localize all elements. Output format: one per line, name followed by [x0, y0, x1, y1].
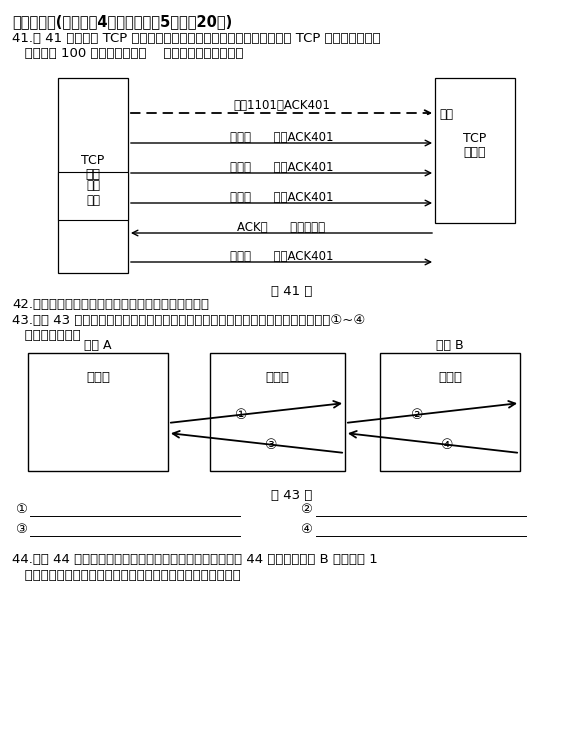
Bar [210, 353, 345, 471]
Text: 44.如题 44 图所示网络，链路旁的数字代表链路的长度。题 44 表为使用算法 B 计算节点 1: 44.如题 44 图所示网络，链路旁的数字代表链路的长度。题 44 表为使用算法… [12, 553, 378, 566]
Text: 数据（      ），ACK401: 数据（ ），ACK401 [230, 191, 333, 204]
Text: 运输层: 运输层 [266, 371, 290, 384]
Text: 系统 B: 系统 B [436, 339, 464, 352]
Text: 丢失: 丢失 [439, 109, 453, 122]
Text: 数据（      ），ACK401: 数据（ ），ACK401 [230, 131, 333, 144]
Text: 超时
重发: 超时 重发 [86, 179, 100, 207]
Text: 题 43 图: 题 43 图 [271, 489, 313, 502]
Text: ②: ② [300, 503, 312, 516]
Bar [58, 172, 128, 220]
Text: ③: ③ [15, 523, 27, 536]
Text: 数据1101，ACK401: 数据1101，ACK401 [233, 99, 330, 112]
Text: 数据（      ），ACK401: 数据（ ），ACK401 [230, 161, 333, 174]
Text: 四、画图题(本大题共4小题，每小题5分，共20分): 四、画图题(本大题共4小题，每小题5分，共20分) [12, 14, 232, 29]
Text: 会话层: 会话层 [438, 371, 462, 384]
Text: 会话层: 会话层 [86, 371, 110, 384]
Text: 42.用时间表示法画出非证实型服务原语的相互关系。: 42.用时间表示法画出非证实型服务原语的相互关系。 [12, 298, 209, 311]
Text: 数据（      ），ACK401: 数据（ ），ACK401 [230, 250, 333, 263]
Text: 到其他节点最短路由的过程。试在表中空缺处填写相应数值。: 到其他节点最短路由的过程。试在表中空缺处填写相应数值。 [12, 569, 241, 582]
Text: ④: ④ [441, 438, 454, 452]
Text: ACK（      ），无数据: ACK（ ），无数据 [238, 221, 326, 234]
Bar [380, 353, 520, 471]
Text: 41.题 41 图描述了 TCP 数据传输中数据丢失与重发的过程。已知每个 TCP 分段的数据部分: 41.题 41 图描述了 TCP 数据传输中数据丢失与重发的过程。已知每个 TC… [12, 32, 381, 45]
Text: 长度均为 100 个字节，试在（    ）处填写正确的序号。: 长度均为 100 个字节，试在（ ）处填写正确的序号。 [12, 47, 243, 60]
Text: ③: ③ [265, 438, 278, 452]
Text: 处的服务原语。: 处的服务原语。 [12, 329, 81, 342]
Text: TCP
客户: TCP 客户 [81, 153, 105, 181]
Bar [435, 78, 515, 223]
Bar [58, 78, 128, 273]
Text: ④: ④ [300, 523, 312, 536]
Text: ②: ② [411, 408, 424, 422]
Text: TCP
服务器: TCP 服务器 [463, 132, 487, 160]
Text: 43.在题 43 图中所示的建立运输连接的服务原语的时间表示图中，在图下空格上写出①~④: 43.在题 43 图中所示的建立运输连接的服务原语的时间表示图中，在图下空格上写… [12, 314, 365, 327]
Text: ①: ① [235, 408, 248, 422]
Text: 题 41 图: 题 41 图 [271, 285, 313, 298]
Text: ①: ① [15, 503, 27, 516]
Bar [28, 353, 168, 471]
Text: 系统 A: 系统 A [84, 339, 112, 352]
